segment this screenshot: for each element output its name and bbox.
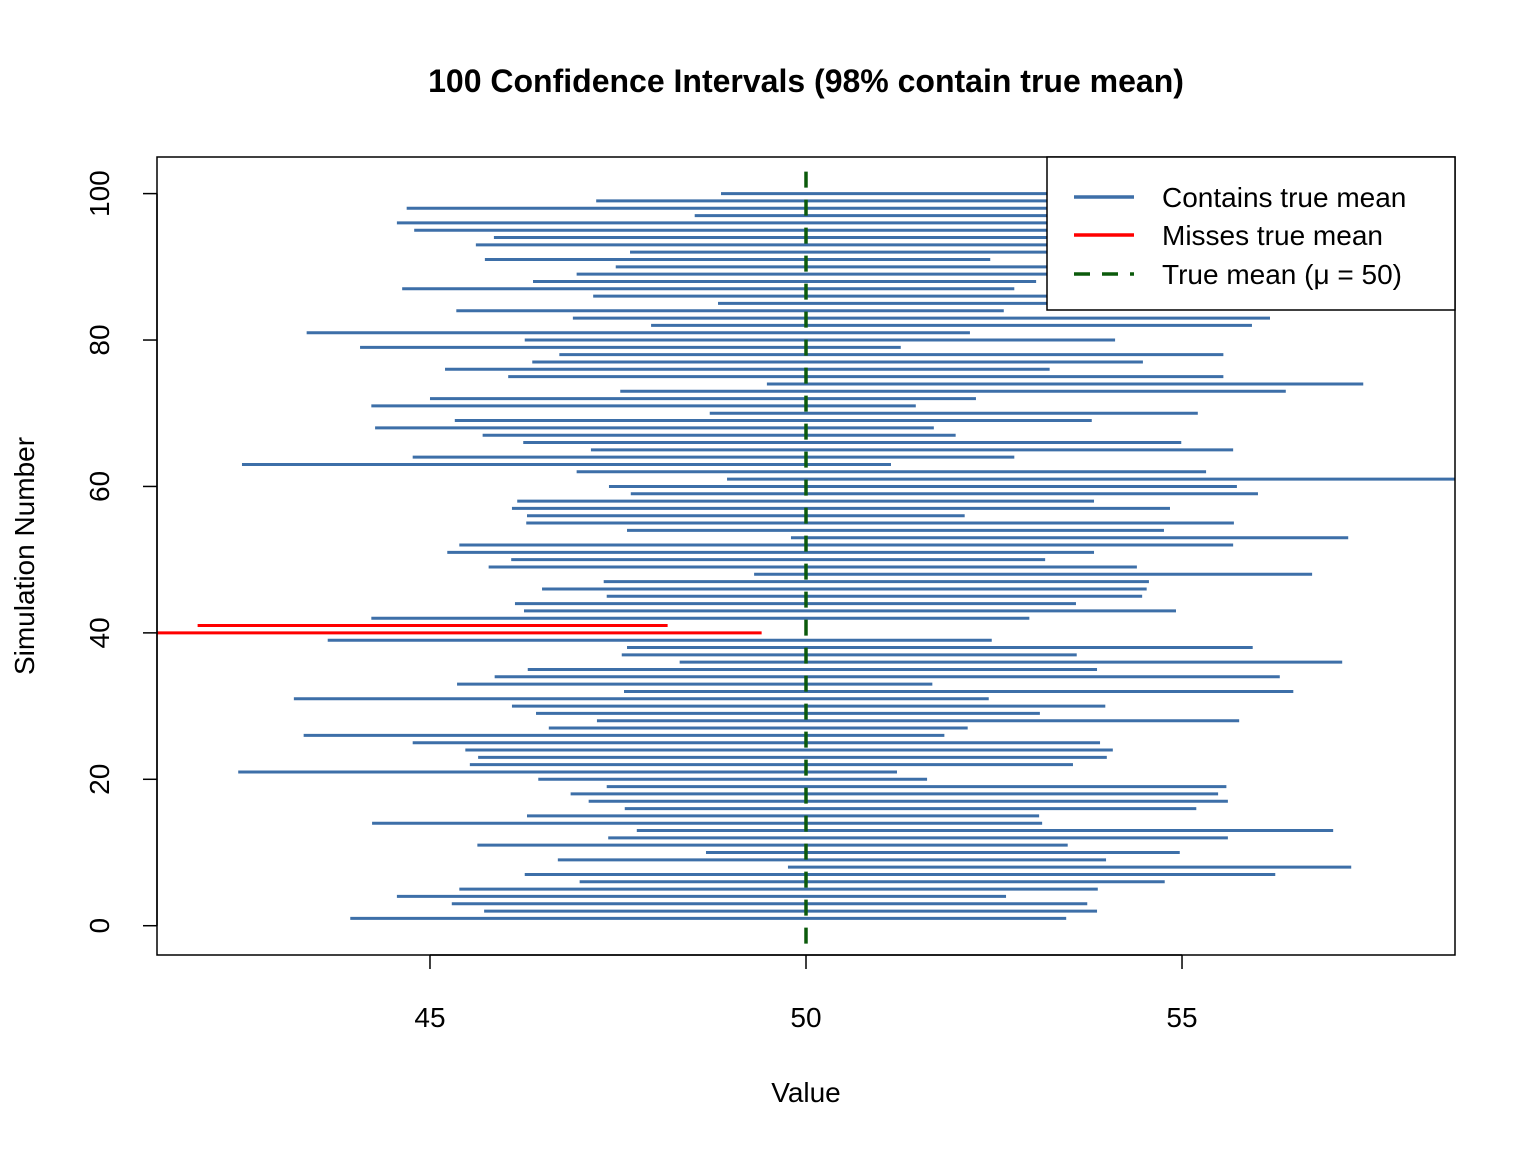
y-tick-label: 80 <box>84 324 115 355</box>
legend-label-contains: Contains true mean <box>1162 182 1406 213</box>
chart-title: 100 Confidence Intervals (98% contain tr… <box>428 63 1184 99</box>
y-tick-label: 100 <box>84 170 115 217</box>
y-axis-label: Simulation Number <box>9 437 40 675</box>
x-tick-label: 50 <box>790 1002 821 1033</box>
legend: Contains true mean Misses true mean True… <box>1046 156 1456 311</box>
legend-label-misses: Misses true mean <box>1162 220 1383 251</box>
x-tick-label: 45 <box>414 1002 445 1033</box>
y-tick-label: 0 <box>84 918 115 934</box>
interval-lines <box>157 192 1455 920</box>
y-tick-label: 40 <box>84 617 115 648</box>
x-axis-label: Value <box>771 1077 841 1108</box>
x-tick-label: 55 <box>1166 1002 1197 1033</box>
x-axis: 45 50 55 <box>414 954 1198 1033</box>
y-tick-label: 20 <box>84 764 115 795</box>
y-axis: 0 20 40 60 80 100 <box>84 170 158 934</box>
y-tick-label: 60 <box>84 471 115 502</box>
legend-label-true-mean: True mean (μ = 50) <box>1162 259 1402 290</box>
